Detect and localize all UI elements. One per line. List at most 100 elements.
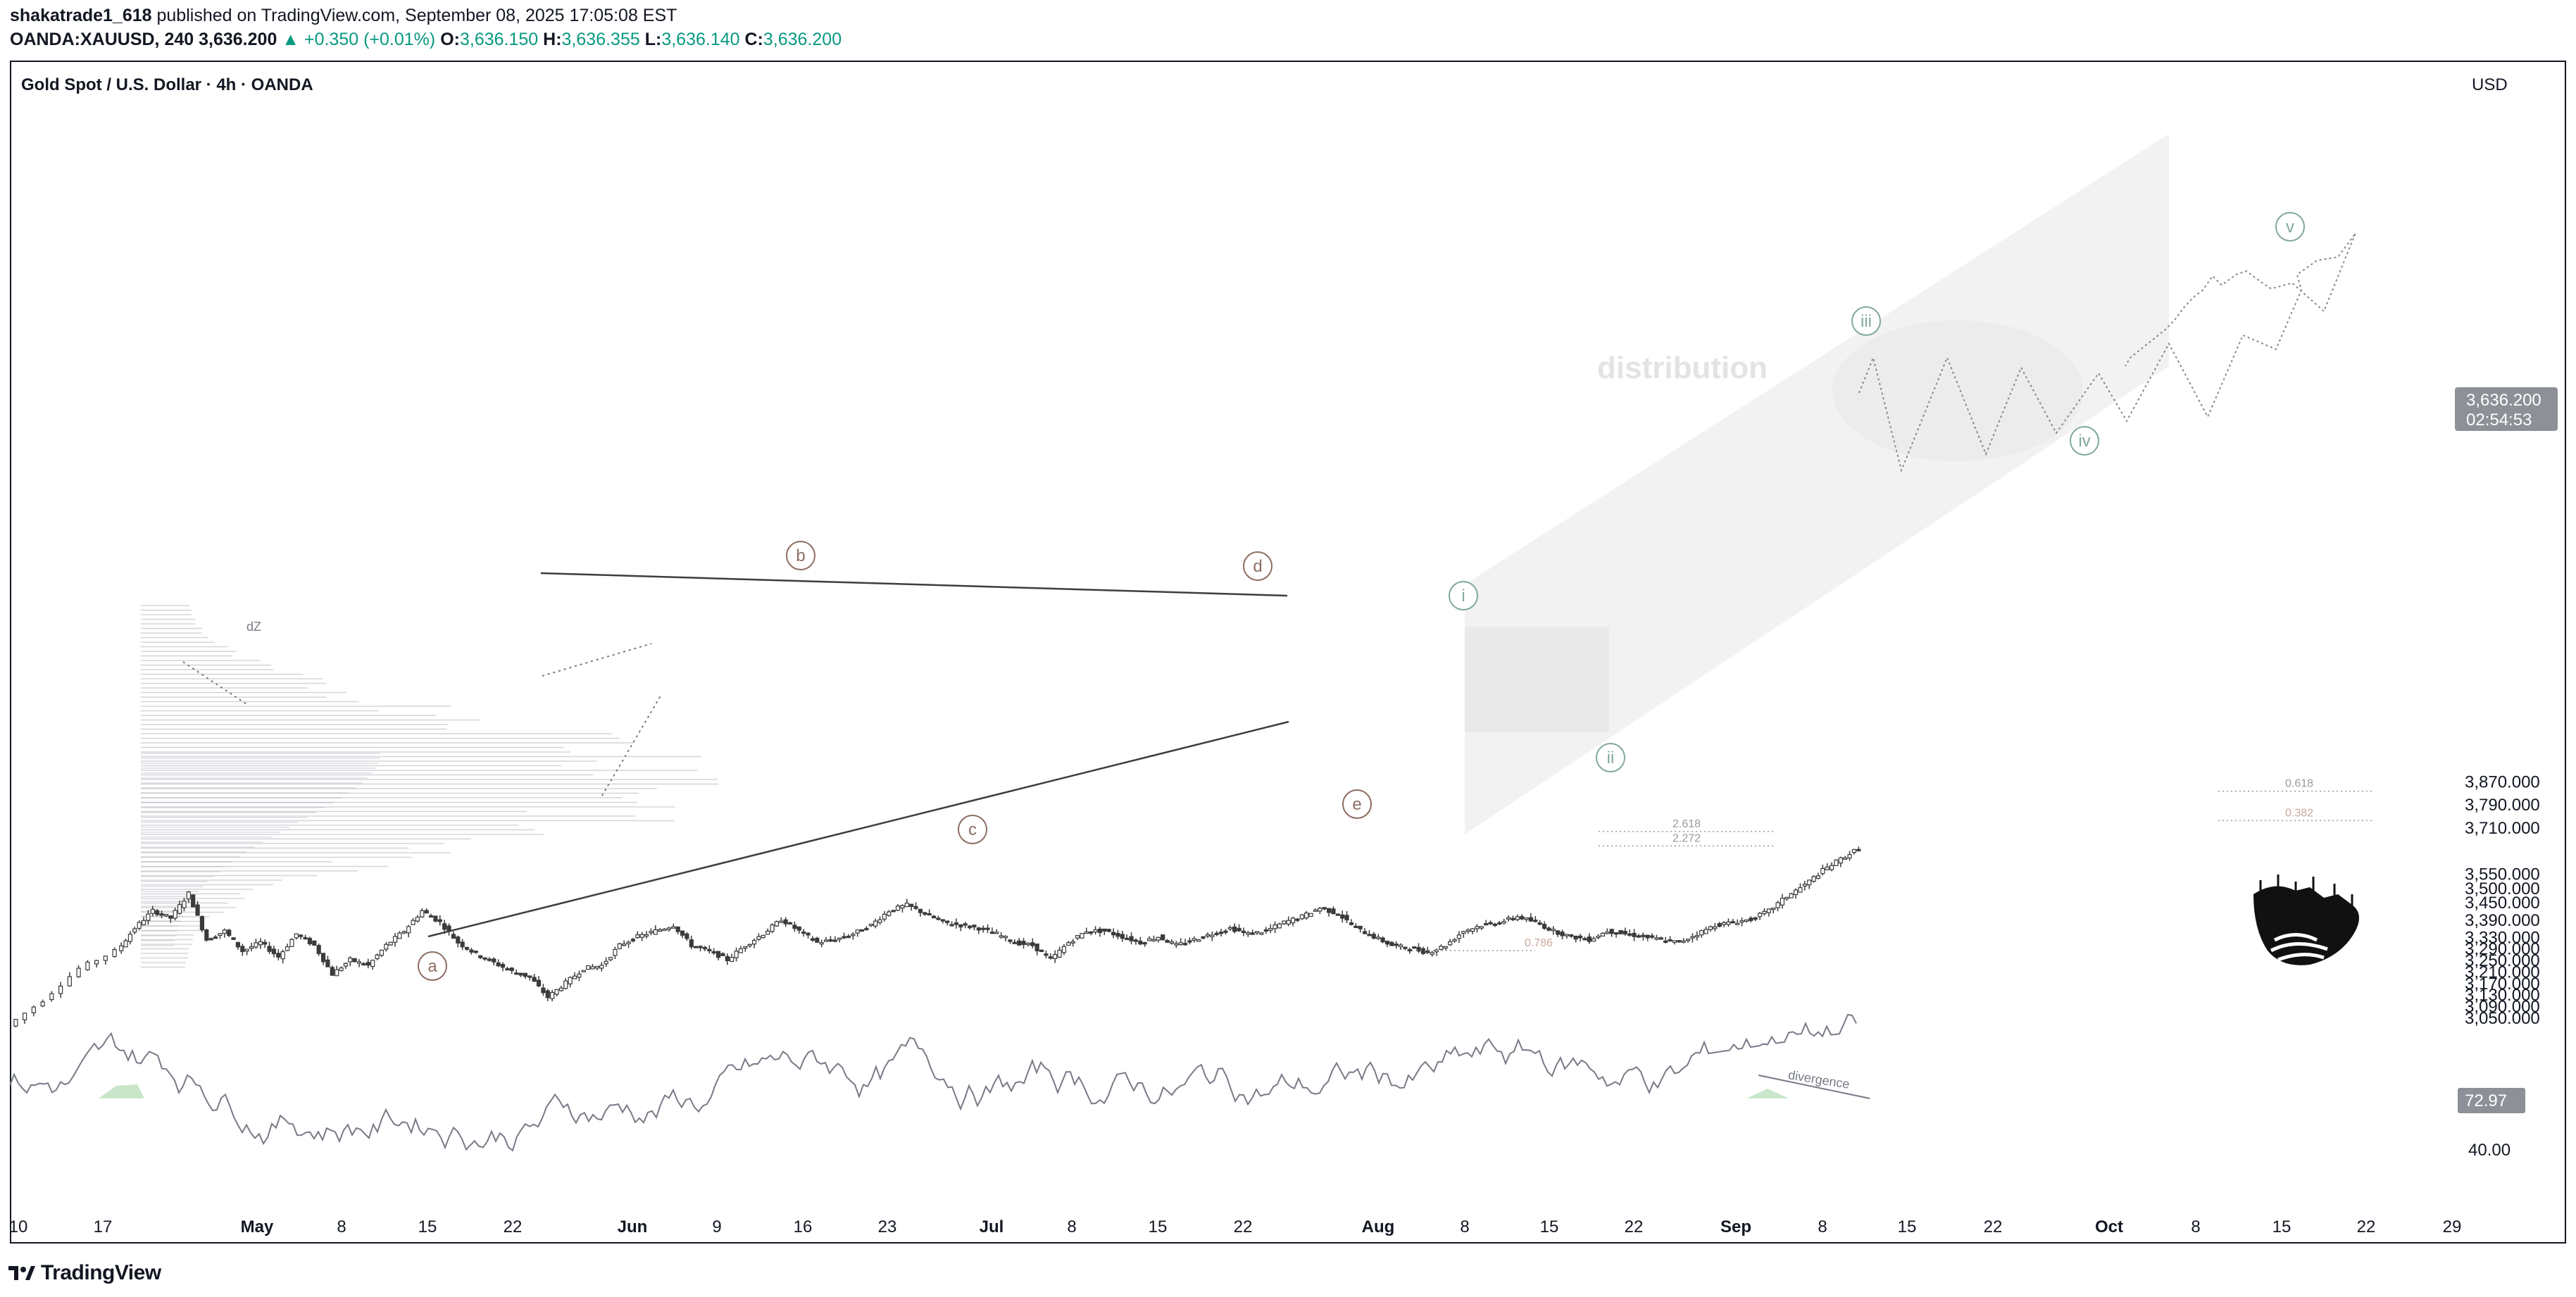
high-label: H: xyxy=(543,30,562,49)
rsi-overbought-fill xyxy=(99,1084,144,1098)
divergence-line xyxy=(1758,1074,1870,1099)
last-price: 3,636.200 xyxy=(199,30,277,49)
projection-path xyxy=(1858,232,2356,473)
candle-body xyxy=(388,941,393,946)
candle-body xyxy=(1511,917,1515,920)
candle-body xyxy=(1641,934,1646,937)
candle-body xyxy=(1465,929,1470,932)
low-value: 3,636.140 xyxy=(661,30,740,49)
candle-body xyxy=(280,951,285,960)
candle-body xyxy=(1592,938,1596,942)
candle-body xyxy=(1838,857,1843,864)
candle-body xyxy=(819,942,824,945)
candle-body xyxy=(1407,948,1412,952)
x-tick-label: 22 xyxy=(504,1217,523,1236)
candle-body xyxy=(1295,918,1300,921)
candle-body xyxy=(1326,908,1332,913)
candle-body xyxy=(1380,937,1385,943)
candle-body xyxy=(1677,940,1682,943)
candle-body xyxy=(1739,920,1744,923)
rsi-line xyxy=(9,1013,1857,1152)
x-tick-label: 8 xyxy=(1818,1217,1827,1236)
candle-body xyxy=(1600,932,1606,937)
candle-body xyxy=(1080,933,1084,939)
annotation-distribution: distribution xyxy=(1597,351,1768,385)
candle-body xyxy=(1703,929,1708,934)
candle-body xyxy=(1780,898,1785,906)
candle-body xyxy=(711,951,716,954)
candle-body xyxy=(163,913,169,917)
candle-body xyxy=(694,946,699,948)
candle-body xyxy=(1708,926,1713,930)
candle-body xyxy=(1111,932,1116,936)
candle-body xyxy=(1744,919,1749,922)
candle-body xyxy=(1196,939,1201,942)
candle-body xyxy=(411,920,415,925)
candle-body xyxy=(1690,936,1695,939)
candle-body xyxy=(1021,941,1026,945)
candle-body xyxy=(743,946,748,949)
candle-body xyxy=(119,945,124,951)
candle-body xyxy=(1528,917,1534,922)
candle-body xyxy=(541,987,546,994)
candle-body xyxy=(1681,940,1686,943)
candle-body xyxy=(428,915,434,918)
candle-body xyxy=(989,932,995,934)
candle-body xyxy=(523,972,528,977)
y-tick-label: 3,710.000 xyxy=(2465,819,2540,838)
candle-body xyxy=(420,910,425,917)
candle-body xyxy=(392,936,398,943)
dotted-line-2 xyxy=(601,693,663,796)
candle-body xyxy=(563,980,568,989)
candle-body xyxy=(1789,893,1794,898)
pane-title: Gold Spot / U.S. Dollar · 4h · OANDA xyxy=(21,75,313,94)
candle-body xyxy=(482,957,487,960)
candle-body xyxy=(927,913,932,916)
candle-body xyxy=(1120,934,1125,939)
candle-body xyxy=(1115,932,1120,937)
candle-body xyxy=(568,977,573,984)
y-tick-label: 3,500.000 xyxy=(2465,879,2540,898)
candle-body xyxy=(1384,940,1390,945)
candle-body xyxy=(1645,934,1650,939)
candle-body xyxy=(199,916,205,931)
candle-body xyxy=(469,949,474,953)
candle-body xyxy=(738,948,744,953)
candle-body xyxy=(1815,875,1821,879)
candle-body xyxy=(1726,921,1731,925)
wave-label-circle xyxy=(958,815,987,844)
candle-body xyxy=(1201,936,1206,939)
footer-brand[interactable]: TradingView xyxy=(8,1259,161,1287)
candle-body xyxy=(558,987,564,991)
candle-body xyxy=(747,944,752,947)
candle-body xyxy=(1012,941,1017,944)
brand-name: TradingView xyxy=(41,1261,161,1284)
candle-body xyxy=(1102,928,1107,932)
candle-body xyxy=(1044,953,1049,956)
wave-label-text: b xyxy=(796,546,805,565)
candle-body xyxy=(1730,921,1735,924)
candle-body xyxy=(433,915,438,922)
time-axis[interactable]: 10 17 May 8 15 22 Jun 9 16 23 Jul 8 15 22 Aug 8 15 22 Sep 8… xyxy=(9,1217,2462,1236)
candle-body xyxy=(756,936,761,940)
currency-label[interactable]: USD xyxy=(2472,75,2508,94)
candle-body xyxy=(141,920,146,925)
candle-body xyxy=(1227,927,1232,930)
candle-body xyxy=(536,979,542,986)
author-name[interactable]: shakatrade1_618 xyxy=(10,6,152,25)
candle-body xyxy=(478,955,483,958)
candle-body xyxy=(994,932,999,934)
x-tick-label: 8 xyxy=(337,1217,346,1236)
candle-body xyxy=(1344,915,1349,921)
candle-body xyxy=(505,968,510,971)
candle-body xyxy=(1259,932,1264,935)
candle-body xyxy=(168,915,173,919)
candle-body xyxy=(613,948,618,956)
candle-body xyxy=(720,953,725,956)
candle-body xyxy=(1694,935,1699,938)
price-axis[interactable]: 3,870.000 3,790.000 3,710.000 3,550.0003,50… xyxy=(2465,772,2540,1160)
rsi-overbought-fill xyxy=(1746,1089,1789,1098)
candle-body xyxy=(1492,923,1498,927)
candle-body xyxy=(76,967,81,977)
